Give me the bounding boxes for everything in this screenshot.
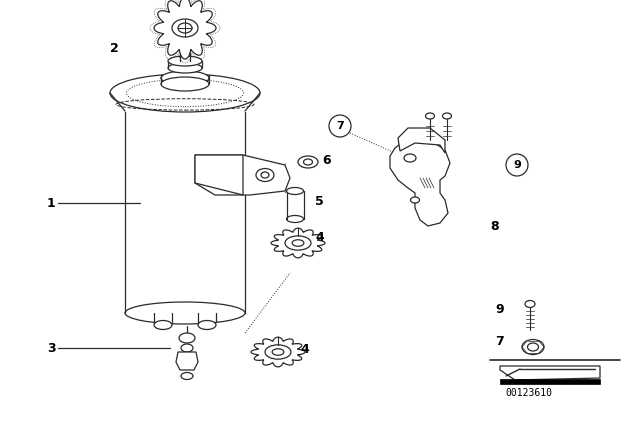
Text: 7: 7 — [495, 335, 504, 348]
Ellipse shape — [256, 168, 274, 181]
Polygon shape — [398, 128, 445, 153]
Polygon shape — [500, 366, 600, 380]
Ellipse shape — [303, 159, 312, 165]
Circle shape — [329, 115, 351, 137]
Ellipse shape — [198, 320, 216, 329]
Ellipse shape — [154, 320, 172, 329]
Text: 5: 5 — [315, 195, 324, 208]
Text: 3: 3 — [47, 341, 56, 354]
Text: 8: 8 — [490, 220, 499, 233]
Ellipse shape — [110, 74, 260, 112]
Text: 1: 1 — [47, 197, 56, 210]
Text: 4: 4 — [315, 231, 324, 244]
Polygon shape — [390, 138, 450, 226]
Text: 6: 6 — [322, 154, 331, 167]
Ellipse shape — [442, 113, 451, 119]
Ellipse shape — [265, 345, 291, 359]
Polygon shape — [195, 155, 290, 195]
Polygon shape — [154, 0, 216, 59]
Ellipse shape — [180, 48, 190, 54]
Ellipse shape — [287, 188, 303, 194]
Polygon shape — [271, 228, 325, 258]
Text: 9: 9 — [513, 160, 521, 170]
Ellipse shape — [125, 302, 245, 324]
Text: 4: 4 — [300, 343, 308, 356]
Ellipse shape — [261, 172, 269, 178]
Text: 00123610: 00123610 — [505, 388, 552, 398]
Ellipse shape — [181, 372, 193, 379]
Ellipse shape — [179, 333, 195, 343]
Ellipse shape — [292, 240, 304, 246]
Polygon shape — [500, 379, 600, 384]
Circle shape — [506, 154, 528, 176]
Ellipse shape — [161, 77, 209, 91]
Polygon shape — [195, 155, 243, 195]
Ellipse shape — [161, 71, 209, 85]
Ellipse shape — [410, 197, 419, 203]
Polygon shape — [251, 337, 305, 367]
Ellipse shape — [168, 63, 202, 73]
Ellipse shape — [178, 23, 192, 33]
Text: 9: 9 — [495, 303, 504, 316]
Ellipse shape — [298, 156, 318, 168]
Text: 7: 7 — [336, 121, 344, 131]
Ellipse shape — [168, 56, 202, 66]
Ellipse shape — [181, 344, 193, 352]
Ellipse shape — [522, 340, 544, 354]
Ellipse shape — [426, 113, 435, 119]
Ellipse shape — [404, 154, 416, 162]
Polygon shape — [176, 352, 198, 370]
Text: 2: 2 — [110, 42, 119, 55]
Ellipse shape — [172, 19, 198, 37]
Ellipse shape — [272, 349, 284, 355]
Ellipse shape — [525, 301, 535, 307]
Ellipse shape — [285, 236, 311, 250]
Ellipse shape — [527, 343, 538, 351]
